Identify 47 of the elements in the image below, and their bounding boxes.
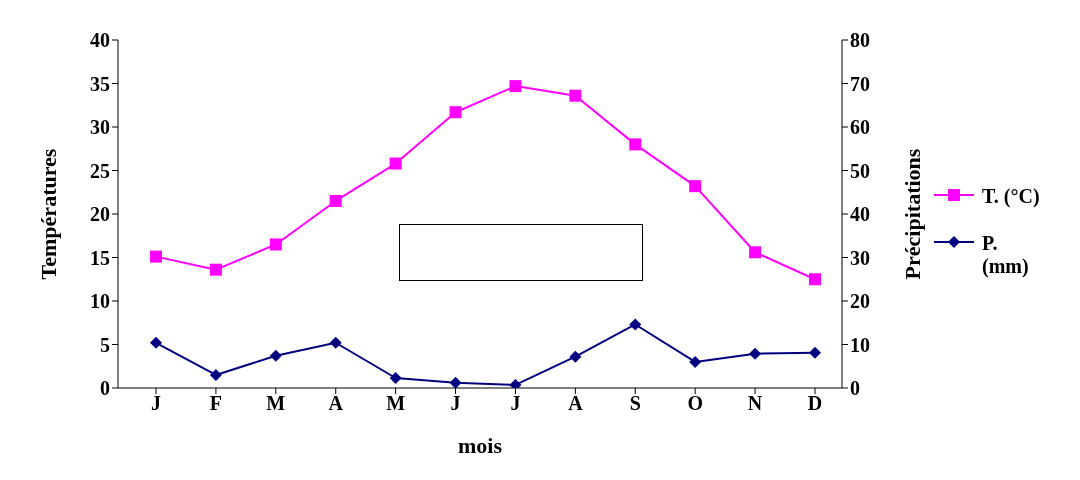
point [389, 157, 402, 170]
y2-tick-label: 0 [850, 377, 860, 400]
y-axis-title: Températures [35, 148, 61, 280]
point [150, 250, 162, 263]
y-tick-label: 5 [100, 333, 110, 356]
y2-axis-title: Précipitations [899, 148, 925, 280]
y-tick-label: 40 [90, 29, 110, 52]
y2-tick-label: 70 [850, 72, 870, 95]
x-tick-label: O [687, 392, 703, 415]
y-tick-label: 15 [90, 246, 110, 269]
point [809, 273, 821, 286]
y-tick-label: 20 [90, 203, 110, 226]
y-tick-label: 25 [90, 159, 110, 182]
y-tick-label: 0 [100, 377, 110, 400]
x-tick-label: J [510, 392, 521, 415]
x-tick-label: F [209, 392, 223, 415]
x-tick-label: S [629, 392, 641, 415]
y2-tick-label: 80 [850, 29, 870, 52]
x-tick-label: A [568, 392, 584, 415]
x-tick-label: D [807, 392, 823, 415]
x-tick-label: J [151, 392, 161, 415]
x-tick-label: J [450, 392, 461, 415]
point [329, 194, 342, 207]
x-tick-label: M [266, 392, 286, 415]
point [449, 106, 462, 119]
point [689, 180, 702, 193]
point [269, 238, 282, 251]
point [509, 80, 522, 93]
y2-tick-label: 20 [850, 290, 870, 313]
y-tick-label: 30 [90, 116, 110, 139]
point [629, 138, 642, 151]
y2-tick-label: 30 [850, 246, 870, 269]
y-tick-label: 35 [90, 72, 110, 95]
x-tick-label: A [328, 392, 344, 415]
x-axis-title: mois [458, 433, 503, 458]
x-tick-label: N [747, 392, 763, 415]
point [749, 246, 762, 259]
y2-tick-label: 60 [850, 116, 870, 139]
point [209, 263, 222, 276]
y2-tick-label: 50 [850, 159, 870, 182]
y2-tick-label: 40 [850, 203, 870, 226]
y2-tick-label: 10 [850, 333, 870, 356]
y-tick-label: 10 [90, 290, 110, 313]
legend-label: P. (mm) [982, 231, 1030, 278]
legend-label: T. (°C) [982, 184, 1041, 208]
x-tick-label: M [386, 392, 406, 415]
point [569, 89, 582, 102]
